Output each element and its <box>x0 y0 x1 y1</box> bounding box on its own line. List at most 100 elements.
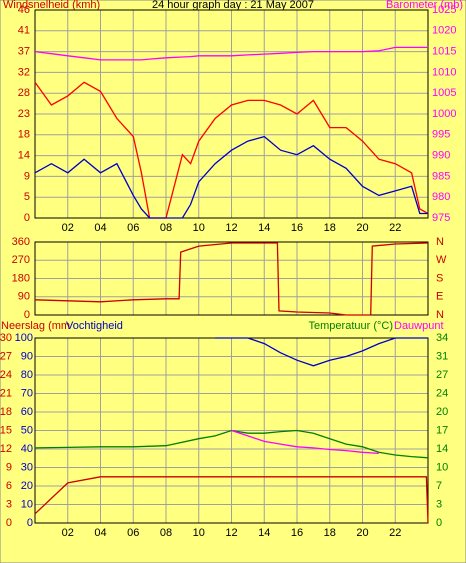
x-tick-label: 10 <box>193 527 205 539</box>
y2-tick-label: 17 <box>436 424 448 436</box>
y3-tick-label: 100 <box>15 332 33 344</box>
y-tick-label: 14 <box>18 150 30 162</box>
y2-tick-label: 34 <box>436 332 448 344</box>
y3-tick-label: 50 <box>21 424 33 436</box>
y3-tick-label: 90 <box>21 350 33 362</box>
y-tick-label: 24 <box>0 369 12 381</box>
y-tick-label: 3 <box>6 498 12 510</box>
series-line <box>34 135 428 219</box>
y-tick-label: 5 <box>24 191 30 203</box>
y-tick-label: 0 <box>24 309 30 321</box>
y-tick-label: 90 <box>18 291 30 303</box>
x-tick-label: 22 <box>389 222 401 234</box>
y-tick-label: 0 <box>24 212 30 224</box>
y3-axis-label: Vochtigheid <box>66 320 123 332</box>
x-tick-label: 04 <box>94 527 106 539</box>
y3-tick-label: 10 <box>21 498 33 510</box>
series-line <box>34 429 428 459</box>
x-tick-label: 22 <box>389 527 401 539</box>
y2-tick-label: 3 <box>436 498 442 510</box>
plot-border <box>34 9 429 219</box>
y2-tick-label: N <box>436 236 444 248</box>
chart-title: 24 hour graph day : 21 May 2007 <box>152 0 314 11</box>
y-tick-label: 37 <box>18 46 30 58</box>
y2-tick-label: 27 <box>436 369 448 381</box>
x-tick-label: 12 <box>225 527 237 539</box>
y-tick-label: 12 <box>0 443 12 455</box>
y-tick-label: 180 <box>12 272 30 284</box>
y2-tick-label: 14 <box>436 443 448 455</box>
x-tick-label: 06 <box>127 222 139 234</box>
y2-axis-label: Dauwpunt <box>394 320 444 332</box>
y-axis-label: Neerslag (mm <box>1 320 70 332</box>
y2-tick-label: 1020 <box>432 25 456 37</box>
y3-tick-label: 20 <box>21 480 33 492</box>
y2-tick-label: W <box>436 254 447 266</box>
series-line <box>34 46 428 61</box>
y3-tick-label: 0 <box>27 517 33 529</box>
series-line <box>231 429 379 455</box>
y2-tick-label: S <box>436 272 443 284</box>
y3-tick-label: 80 <box>21 369 33 381</box>
y2-axis-label: Barometer (mb) <box>386 0 463 11</box>
x-tick-label: 20 <box>356 222 368 234</box>
y2-tick-label: E <box>436 291 443 303</box>
y2-tick-label: 975 <box>432 212 450 224</box>
x-tick-label: 12 <box>225 222 237 234</box>
y2-tick-label: 7 <box>436 480 442 492</box>
y2-axis-label: Temperatuur (°C) <box>309 320 393 332</box>
series-line <box>34 476 429 524</box>
x-tick-label: 02 <box>62 527 74 539</box>
y-tick-label: 18 <box>18 129 30 141</box>
y-tick-label: 360 <box>12 236 30 248</box>
x-tick-label: 16 <box>291 222 303 234</box>
y2-tick-label: 1015 <box>432 46 456 58</box>
series-line <box>34 242 429 316</box>
x-tick-label: 14 <box>258 222 270 234</box>
y-axis-label: Windsnelheid (kmh) <box>3 0 100 11</box>
y2-tick-label: N <box>436 309 444 321</box>
x-tick-label: 20 <box>356 527 368 539</box>
y-tick-label: 6 <box>6 480 12 492</box>
series-line <box>34 81 429 219</box>
y2-tick-label: 1025 <box>432 4 456 16</box>
y-tick-label: 27 <box>0 350 12 362</box>
y3-tick-label: 40 <box>21 443 33 455</box>
y-tick-label: 28 <box>18 87 30 99</box>
y-tick-label: 18 <box>0 406 12 418</box>
y2-tick-label: 10 <box>436 461 448 473</box>
y-tick-label: 41 <box>18 25 30 37</box>
y2-tick-label: 1010 <box>432 66 456 78</box>
y-tick-label: 270 <box>12 254 30 266</box>
y2-tick-label: 20 <box>436 406 448 418</box>
y-tick-label: 30 <box>0 332 12 344</box>
y2-tick-label: 995 <box>432 129 450 141</box>
plot-border <box>34 241 429 316</box>
y2-tick-label: 990 <box>432 150 450 162</box>
x-tick-label: 06 <box>127 527 139 539</box>
y2-tick-label: 985 <box>432 170 450 182</box>
y-tick-label: 0 <box>6 517 12 529</box>
y3-tick-label: 70 <box>21 387 33 399</box>
y-tick-label: 32 <box>18 66 30 78</box>
y-tick-label: 21 <box>0 387 12 399</box>
series-line <box>215 337 428 367</box>
y-tick-label: 9 <box>24 170 30 182</box>
x-tick-label: 08 <box>160 527 172 539</box>
x-tick-label: 08 <box>160 222 172 234</box>
y-tick-label: 15 <box>0 424 12 436</box>
x-tick-label: 18 <box>324 527 336 539</box>
y2-tick-label: 24 <box>436 387 448 399</box>
y2-tick-label: 980 <box>432 191 450 203</box>
x-tick-label: 10 <box>193 222 205 234</box>
y-tick-label: 9 <box>6 461 12 473</box>
y-tick-label: 46 <box>18 4 30 16</box>
x-tick-label: 16 <box>291 527 303 539</box>
y2-tick-label: 31 <box>436 350 448 362</box>
x-tick-label: 04 <box>94 222 106 234</box>
y2-tick-label: 1005 <box>432 87 456 99</box>
y3-tick-label: 60 <box>21 406 33 418</box>
y2-tick-label: 0 <box>436 517 442 529</box>
x-tick-label: 18 <box>324 222 336 234</box>
